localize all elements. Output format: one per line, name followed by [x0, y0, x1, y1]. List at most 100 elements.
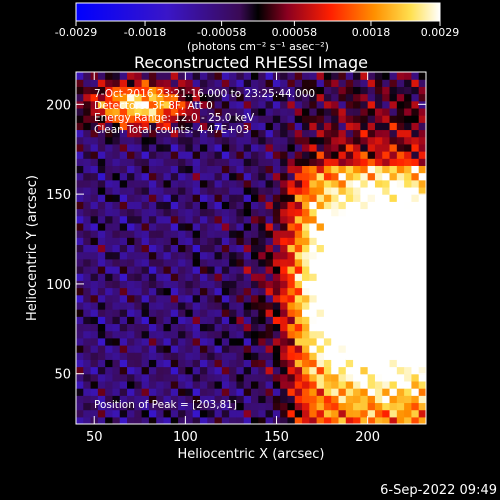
- heatmap-cell: [287, 265, 296, 274]
- heatmap-cell: [178, 273, 186, 281]
- heatmap-cell: [83, 316, 92, 325]
- heatmap-cell: [83, 258, 92, 267]
- heatmap-cell: [192, 294, 201, 303]
- colorbar-tick-label: -0.0018: [124, 26, 166, 39]
- heatmap-cell: [345, 301, 354, 310]
- heatmap-cell: [389, 380, 398, 389]
- heatmap-cell: [76, 366, 84, 375]
- heatmap-cell: [127, 72, 135, 80]
- heatmap-cell: [229, 165, 238, 174]
- heatmap-cell: [331, 93, 340, 102]
- heatmap-cell: [76, 129, 84, 138]
- heatmap-cell: [251, 380, 259, 389]
- heatmap-cell: [404, 100, 413, 109]
- heatmap-cell: [396, 215, 405, 224]
- heatmap-cell: [418, 373, 426, 382]
- heatmap-cell: [185, 222, 194, 231]
- heatmap-cell: [119, 208, 128, 217]
- heatmap-cell: [221, 402, 230, 411]
- heatmap-cell: [163, 301, 172, 310]
- heatmap-cell: [141, 409, 150, 418]
- heatmap-cell: [374, 194, 383, 202]
- heatmap-cell: [221, 158, 230, 166]
- heatmap-cell: [141, 100, 150, 109]
- heatmap-cell: [207, 215, 216, 224]
- heatmap-cell: [156, 129, 165, 138]
- heatmap-cell: [127, 409, 135, 418]
- heatmap-cell: [302, 194, 310, 202]
- heatmap-cell: [134, 115, 143, 123]
- heatmap-cell: [156, 309, 165, 317]
- heatmap-cell: [163, 201, 172, 210]
- heatmap-cell: [280, 323, 289, 332]
- heatmap-cell: [185, 287, 194, 296]
- heatmap-cell: [207, 323, 216, 332]
- heatmap-cell: [272, 352, 281, 360]
- heatmap-cell: [105, 230, 114, 238]
- heatmap-cell: [323, 79, 332, 87]
- heatmap-cell: [411, 330, 420, 339]
- heatmap-cell: [236, 409, 245, 418]
- heatmap-cell: [265, 194, 274, 202]
- heatmap-cell: [418, 222, 426, 231]
- heatmap-cell: [367, 179, 376, 188]
- heatmap-cell: [404, 122, 413, 131]
- heatmap-cell: [367, 201, 376, 210]
- heatmap-cell: [192, 122, 201, 131]
- heatmap-cell: [76, 230, 84, 238]
- heatmap-cell: [134, 373, 143, 382]
- heatmap-cell: [105, 330, 114, 339]
- heatmap-cell: [243, 230, 252, 238]
- heatmap-cell: [236, 136, 245, 145]
- heatmap-cell: [411, 294, 420, 303]
- heatmap-cell: [134, 230, 143, 238]
- heatmap-cell: [207, 273, 216, 281]
- heatmap-cell: [338, 72, 347, 80]
- heatmap-cell: [411, 215, 420, 224]
- heatmap-cell: [294, 230, 303, 238]
- heatmap-cell: [112, 222, 121, 231]
- heatmap-cell: [294, 100, 303, 109]
- heatmap-cell: [265, 352, 274, 360]
- heatmap-cell: [323, 129, 332, 138]
- heatmap-cell: [127, 215, 135, 224]
- heatmap-cell: [316, 136, 325, 145]
- heatmap-cell: [323, 265, 332, 274]
- heatmap-cell: [302, 409, 310, 418]
- heatmap-cell: [272, 215, 281, 224]
- heatmap-cell: [302, 208, 310, 217]
- heatmap-cell: [302, 344, 310, 353]
- heatmap-cell: [367, 337, 376, 346]
- heatmap-cell: [367, 258, 376, 267]
- heatmap-cell: [199, 330, 208, 339]
- heatmap-cell: [323, 208, 332, 217]
- heatmap-cell: [134, 165, 143, 174]
- heatmap-cell: [280, 222, 289, 231]
- heatmap-cell: [396, 280, 405, 289]
- heatmap-cell: [272, 79, 281, 87]
- heatmap-cell: [323, 301, 332, 310]
- heatmap-cell: [374, 72, 383, 80]
- heatmap-cell: [389, 388, 398, 396]
- heatmap-cell: [316, 359, 325, 368]
- heatmap-cell: [90, 352, 99, 360]
- heatmap-cell: [265, 416, 274, 424]
- heatmap-cell: [243, 72, 252, 80]
- heatmap-cell: [265, 287, 274, 296]
- heatmap-cell: [374, 366, 383, 375]
- heatmap-cell: [214, 402, 223, 411]
- heatmap-cell: [127, 265, 135, 274]
- heatmap-cell: [251, 93, 259, 102]
- heatmap-cell: [127, 136, 135, 145]
- heatmap-cell: [243, 388, 252, 396]
- heatmap-cell: [243, 395, 252, 404]
- heatmap-cell: [309, 273, 318, 281]
- heatmap-cell: [389, 344, 398, 353]
- heatmap-cell: [105, 373, 114, 382]
- heatmap-cell: [163, 100, 172, 109]
- heatmap-cell: [331, 301, 340, 310]
- heatmap-cell: [119, 72, 128, 80]
- heatmap-cell: [148, 72, 157, 80]
- heatmap-cell: [192, 409, 201, 418]
- heatmap-cell: [141, 323, 150, 332]
